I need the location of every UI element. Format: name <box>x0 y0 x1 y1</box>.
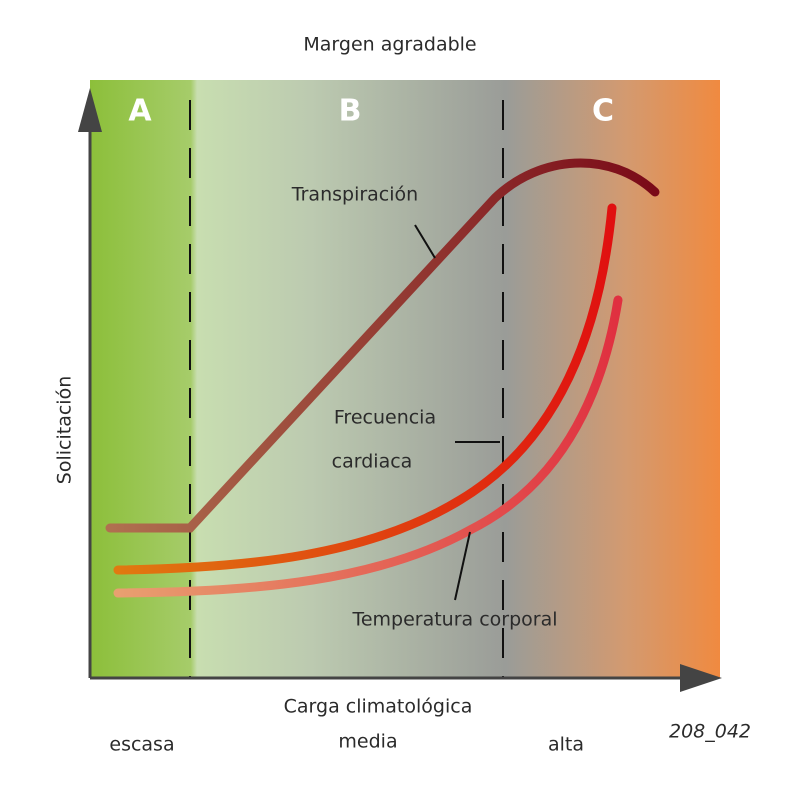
axes <box>88 120 690 680</box>
zone-label: A <box>128 94 152 129</box>
zone-label: C <box>592 94 614 129</box>
figure-code: 208_042 <box>669 721 751 743</box>
x-level: media <box>338 731 397 753</box>
x-arrow <box>680 664 722 692</box>
zone-label: B <box>339 94 362 129</box>
curve-label: cardiaca <box>332 451 413 473</box>
y-arrow <box>78 88 102 132</box>
curve-label: Frecuencia <box>334 407 436 429</box>
x-axis-label: Carga climatológica <box>284 696 473 718</box>
curve-label: Transpiración <box>291 184 418 206</box>
x-level: alta <box>548 734 584 756</box>
background <box>90 80 720 678</box>
curve-label: Temperatura corporal <box>351 609 557 631</box>
y-axis-label: Solicitación <box>54 376 76 484</box>
x-level: escasa <box>109 734 174 756</box>
curves <box>105 158 660 598</box>
title: Margen agradable <box>303 34 476 56</box>
leader-lines <box>414 224 500 601</box>
